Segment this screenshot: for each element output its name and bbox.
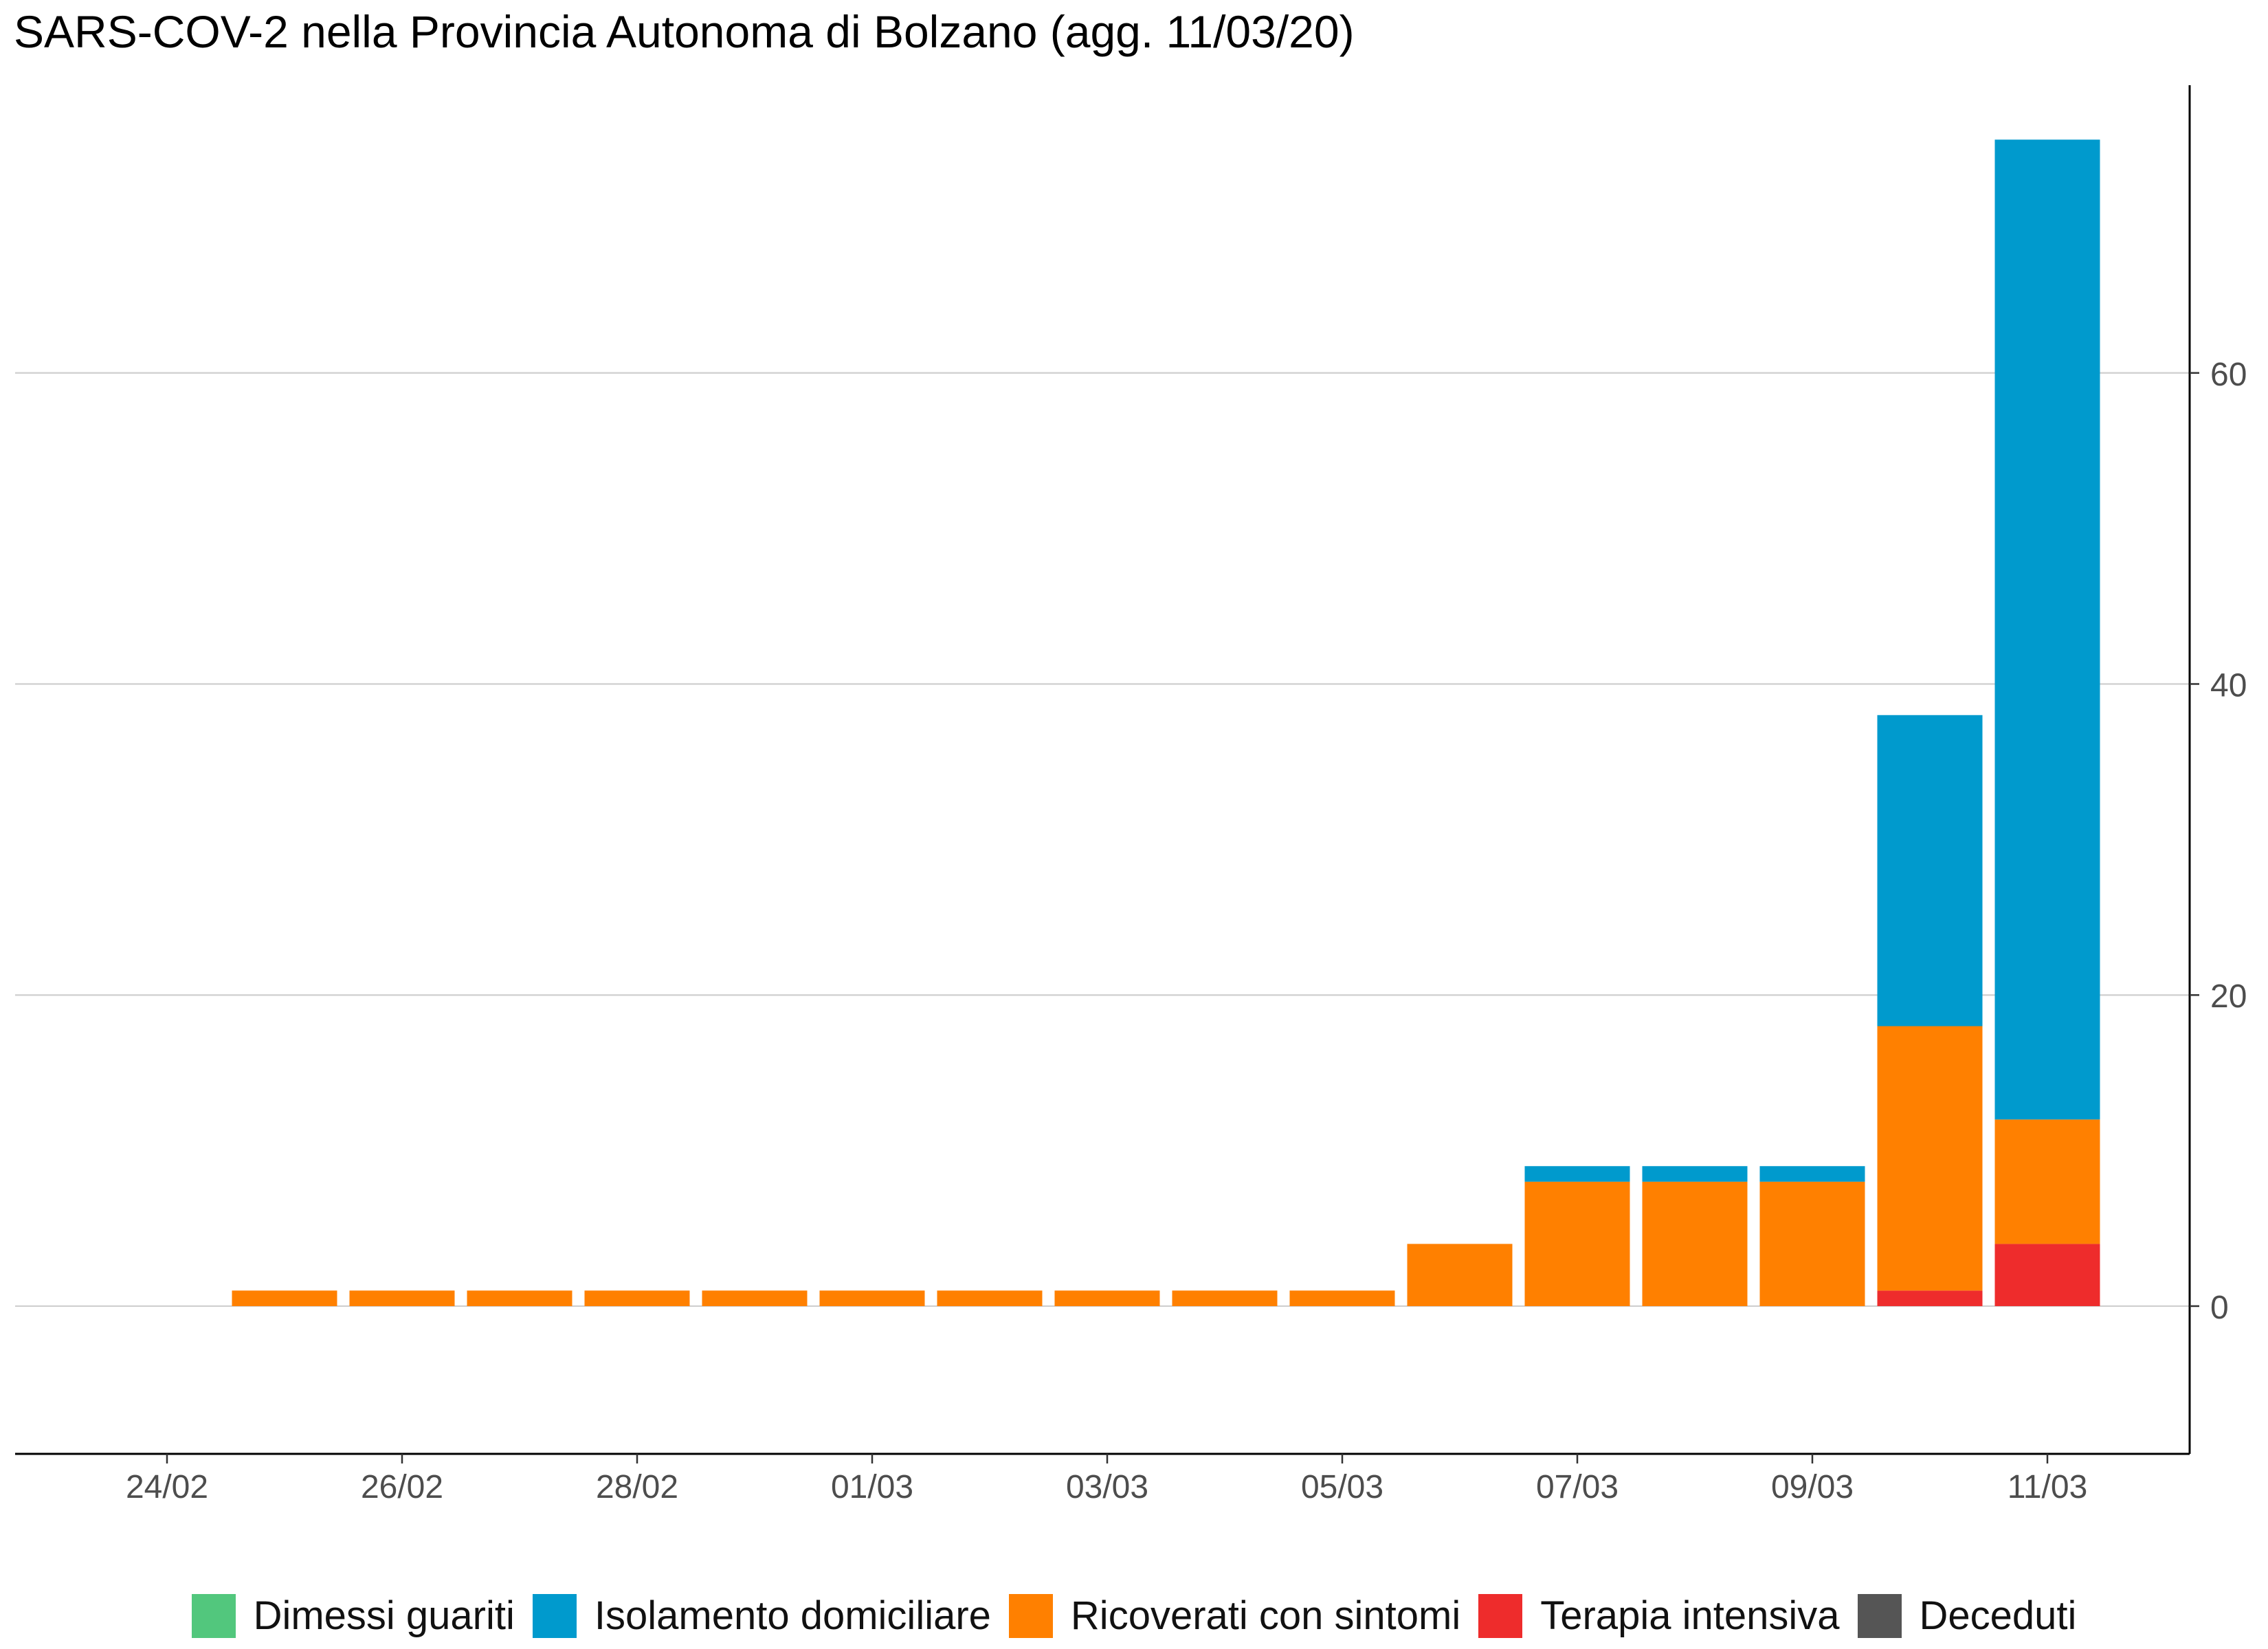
x-tick-label: 07/03 xyxy=(1536,1469,1619,1505)
legend-label: Isolamento domiciliare xyxy=(594,1593,991,1638)
bar-terapia-intensiva xyxy=(1877,1290,1983,1306)
x-tick-label: 01/03 xyxy=(831,1469,913,1505)
bar-ricoverati-con-sintomi xyxy=(937,1290,1043,1306)
bar-terapia-intensiva xyxy=(1994,1244,2100,1306)
legend-swatch xyxy=(1478,1593,1523,1638)
bar-ricoverati-con-sintomi xyxy=(467,1290,572,1306)
bar-ricoverati-con-sintomi xyxy=(1289,1290,1395,1306)
bar-isolamento-domiciliare xyxy=(1877,715,1983,1027)
chart-legend: Dimessi guariti Isolamento domiciliare Ric… xyxy=(0,1593,2268,1639)
legend-item: Dimessi guariti xyxy=(191,1593,515,1639)
legend-item: Deceduti xyxy=(1857,1593,2077,1639)
x-tick-label: 28/02 xyxy=(596,1469,678,1505)
bar-ricoverati-con-sintomi xyxy=(232,1290,337,1306)
legend-swatch xyxy=(1008,1593,1053,1638)
legend-label: Dimessi guariti xyxy=(253,1593,515,1638)
legend-item: Terapia intensiva xyxy=(1478,1593,1840,1639)
bar-ricoverati-con-sintomi xyxy=(1994,1119,2100,1244)
bar-ricoverati-con-sintomi xyxy=(584,1290,690,1306)
x-tick-label: 09/03 xyxy=(1771,1469,1854,1505)
legend-swatch xyxy=(191,1593,236,1638)
legend-label: Terapia intensiva xyxy=(1540,1593,1840,1638)
y-tick-label: 60 xyxy=(2210,357,2247,393)
legend-swatch xyxy=(532,1593,577,1638)
bar-ricoverati-con-sintomi xyxy=(1877,1026,1983,1291)
bar-ricoverati-con-sintomi xyxy=(1642,1181,1748,1306)
x-tick-label: 11/03 xyxy=(2008,1469,2088,1505)
bar-ricoverati-con-sintomi xyxy=(1524,1181,1630,1306)
bar-isolamento-domiciliare xyxy=(1524,1166,1630,1182)
bar-isolamento-domiciliare xyxy=(1642,1166,1748,1182)
x-tick-label: 26/02 xyxy=(361,1469,443,1505)
legend-label: Ricoverati con sintomi xyxy=(1070,1593,1461,1638)
bar-ricoverati-con-sintomi xyxy=(1759,1181,1865,1306)
x-tick-label: 05/03 xyxy=(1301,1469,1383,1505)
x-tick-label: 03/03 xyxy=(1066,1469,1148,1505)
bar-ricoverati-con-sintomi xyxy=(1407,1244,1513,1306)
legend-label: Deceduti xyxy=(1919,1593,2077,1638)
bar-ricoverati-con-sintomi xyxy=(1172,1290,1278,1306)
bar-isolamento-domiciliare xyxy=(1994,139,2100,1120)
bar-ricoverati-con-sintomi xyxy=(349,1290,455,1306)
bar-ricoverati-con-sintomi xyxy=(819,1290,925,1306)
chart-title: SARS-COV-2 nella Provincia Autonoma di B… xyxy=(14,6,1355,57)
bar-ricoverati-con-sintomi xyxy=(702,1290,808,1306)
x-tick-label: 24/02 xyxy=(126,1469,208,1505)
legend-swatch xyxy=(1857,1593,1902,1638)
y-tick-label: 20 xyxy=(2210,978,2247,1015)
legend-item: Ricoverati con sintomi xyxy=(1008,1593,1461,1639)
bar-ricoverati-con-sintomi xyxy=(1054,1290,1160,1306)
y-tick-label: 0 xyxy=(2210,1290,2229,1326)
bar-isolamento-domiciliare xyxy=(1759,1166,1865,1182)
legend-item: Isolamento domiciliare xyxy=(532,1593,991,1639)
y-tick-label: 40 xyxy=(2210,668,2247,704)
